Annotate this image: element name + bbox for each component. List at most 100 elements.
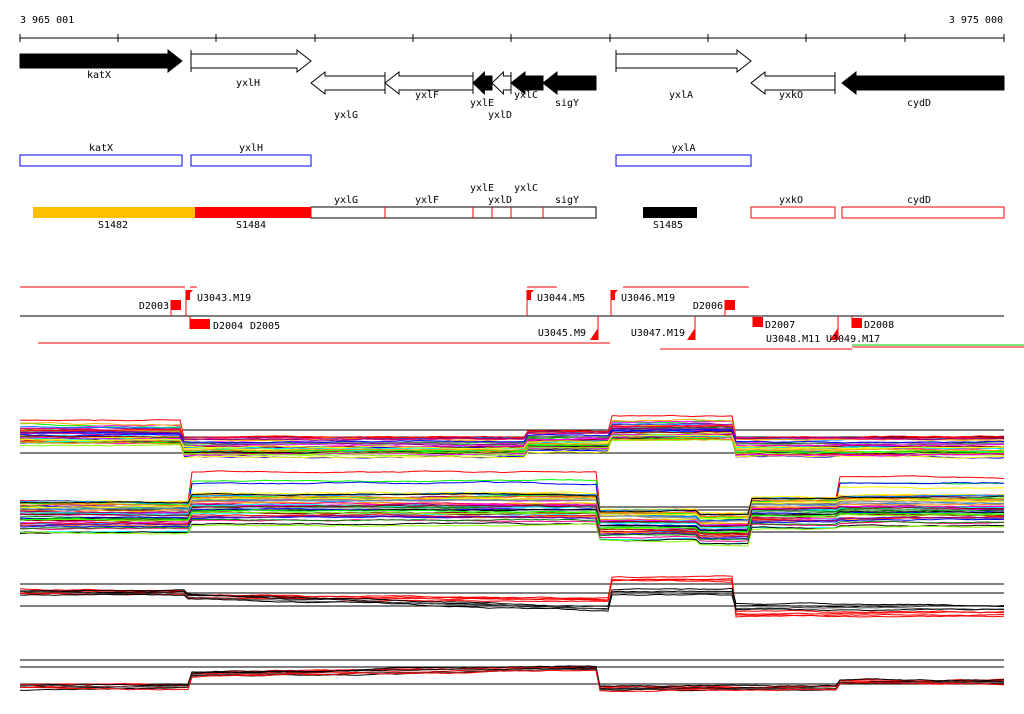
signal-line	[19, 426, 1005, 442]
gene-arrow-yxlC[interactable]	[510, 70, 544, 96]
signal-line	[19, 503, 1005, 529]
signal-line	[19, 523, 1005, 547]
region-S1485	[643, 207, 697, 218]
region-S1484	[195, 207, 311, 218]
signal-line	[19, 669, 1004, 693]
segment-box-cydD	[841, 206, 1005, 219]
segment-label: yxlE	[470, 183, 494, 194]
gene-label: yxlG	[334, 110, 358, 121]
feature-label: U3047.M19	[631, 328, 685, 339]
feature-label: U3048.M11	[766, 334, 820, 345]
segment-label: yxlF	[415, 195, 439, 206]
segment-box-yxkO	[750, 206, 836, 219]
gene-label: cydD	[907, 98, 931, 109]
signal-line	[19, 499, 1005, 523]
feature-marker-U3045.M9[interactable]	[590, 328, 598, 340]
gene-label: katX	[87, 70, 111, 81]
feature-label: D2003	[139, 301, 169, 312]
region-S1482	[33, 207, 195, 218]
signal-line	[19, 665, 1005, 687]
gene-arrow-yxlF[interactable]	[384, 70, 474, 96]
feature-label: D2008	[864, 320, 894, 331]
gene-arrow-yxlD[interactable]	[491, 70, 512, 96]
gene-arrow-katX[interactable]	[19, 48, 183, 74]
segment-label: yxkO	[779, 195, 803, 206]
feature-marker-D2004[interactable]	[190, 319, 210, 329]
signal-line	[19, 504, 1005, 527]
gene-label: yxkO	[779, 90, 803, 101]
signal-line	[19, 438, 1005, 452]
gene-arrow-yxlG[interactable]	[310, 70, 386, 96]
feature-marker-U3047.M19[interactable]	[687, 328, 695, 340]
signal-line	[19, 494, 1005, 519]
coordinate-ruler: 3 965 001 3 975 000	[19, 15, 1005, 42]
signal-line	[19, 590, 1004, 611]
feature-marker-D2008[interactable]	[852, 318, 862, 328]
signal-line	[20, 428, 1005, 444]
blue-box-track: katX yxlH yxlA	[19, 143, 752, 167]
signal-line	[20, 587, 1005, 608]
gene-arrow-yxkO[interactable]	[750, 70, 836, 96]
gene-label: sigY	[555, 98, 579, 109]
gene-label: yxlC	[514, 90, 538, 101]
feature-track: D2003 U3043.M19 U3044.M5 U3046.M19 D2006 D200…	[20, 286, 1024, 350]
signal-line	[19, 435, 1005, 459]
feature-label: U3044.M5	[537, 293, 585, 304]
blue-box-label: yxlH	[239, 143, 263, 154]
segment-label: yxlC	[514, 183, 538, 194]
region-label: S1482	[98, 220, 128, 231]
signal-line	[19, 518, 1004, 542]
feature-label: U3046.M19	[621, 293, 675, 304]
gene-arrow-cydD[interactable]	[841, 70, 1005, 96]
gene-label: yxlA	[669, 90, 693, 101]
feature-flag-icon	[527, 290, 534, 297]
signal-tracks	[19, 414, 1005, 693]
signal-line	[19, 511, 1005, 534]
feature-label: D2007	[765, 320, 795, 331]
feature-flag-icon	[186, 290, 193, 297]
signal-line	[19, 509, 1005, 534]
segment-label: cydD	[907, 195, 931, 206]
blue-box-katX	[19, 154, 183, 167]
segment-label: sigY	[555, 195, 579, 206]
gene-label: yxlH	[236, 78, 260, 89]
segment-box	[310, 206, 597, 219]
region-label: S1485	[653, 220, 683, 231]
feature-label: D2006	[693, 301, 723, 312]
blue-box-label: katX	[89, 143, 113, 154]
signal-line	[19, 518, 1005, 541]
blue-box-label: yxlA	[671, 143, 695, 154]
gene-arrow-sigY[interactable]	[542, 70, 597, 96]
ruler-end-label: 3 975 000	[949, 15, 1003, 26]
gene-arrow-yxlE[interactable]	[472, 70, 493, 96]
feature-label: U3043.M19	[197, 293, 251, 304]
gene-label: yxlE	[470, 98, 494, 109]
signal-line	[19, 496, 1005, 520]
feature-flag-icon	[611, 290, 618, 297]
feature-marker-D2003[interactable]	[171, 300, 181, 310]
signal-line	[19, 579, 1005, 618]
gene-label: yxlD	[488, 110, 512, 121]
signal-line	[19, 437, 1005, 454]
gene-arrow-yxlA[interactable]	[615, 48, 752, 74]
signal-line	[19, 470, 1005, 515]
gene-label: yxlF	[415, 90, 439, 101]
feature-marker-D2007[interactable]	[753, 317, 763, 327]
segment-label: yxlD	[488, 195, 512, 206]
feature-label: U3049.M17	[826, 334, 880, 345]
signal-line	[19, 434, 1005, 450]
ruler-start-label: 3 965 001	[20, 15, 74, 26]
blue-box-yxlA	[615, 154, 752, 167]
signal-line	[19, 508, 1004, 532]
gene-arrow-yxlH[interactable]	[190, 48, 312, 74]
feature-label: D2004	[213, 321, 243, 332]
feature-marker-D2006[interactable]	[725, 300, 735, 310]
blue-box-yxlH	[190, 154, 312, 167]
feature-marker-U3049.M17[interactable]	[830, 328, 838, 340]
signal-line	[19, 437, 1005, 457]
signal-line	[19, 492, 1005, 516]
feature-flag-icon	[725, 300, 732, 307]
